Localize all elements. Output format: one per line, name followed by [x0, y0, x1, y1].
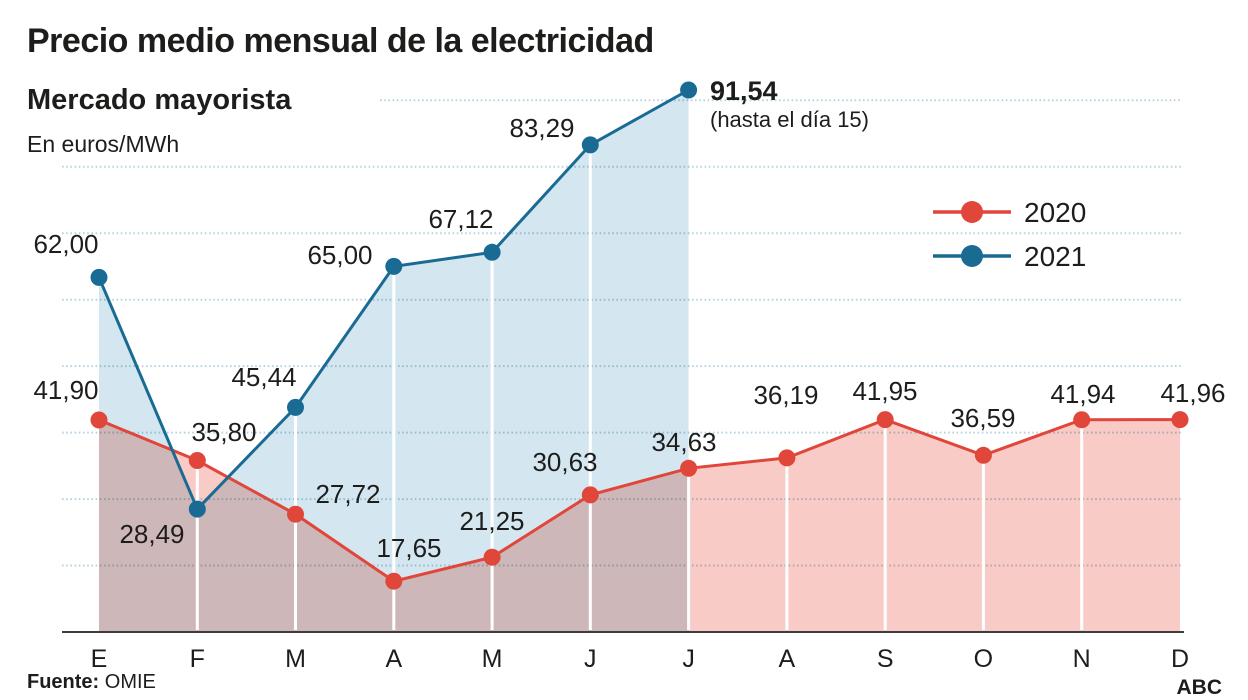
value-label-2020: 35,80	[191, 417, 256, 447]
value-label-2021: 28,49	[119, 519, 184, 549]
line-2020	[98, 417, 1181, 583]
value-label-2020: 41,96	[1160, 378, 1225, 408]
month-label: E	[91, 645, 108, 673]
peak-note: (hasta el día 15)	[710, 107, 869, 132]
point-2020	[483, 548, 501, 566]
point-2021	[581, 136, 599, 154]
value-label-2020: 17,65	[376, 533, 441, 563]
month-label: A	[385, 645, 402, 673]
source-note: Fuente: OMIE	[27, 671, 156, 694]
month-label: J	[682, 645, 695, 673]
value-label-2020: 21,25	[459, 506, 524, 536]
point-2020	[974, 446, 992, 464]
legend-label-2020: 2020	[1024, 197, 1086, 228]
value-label-2020: 41,94	[1050, 379, 1115, 409]
point-2020	[1171, 411, 1189, 429]
point-2020	[778, 449, 796, 467]
value-label-2020: 41,95	[852, 376, 917, 406]
brand-logo: ABC	[1176, 676, 1223, 699]
area-2020	[99, 419, 1180, 631]
value-label-2021: 83,29	[509, 113, 574, 143]
point-2021	[287, 398, 304, 416]
value-label-2021: 45,44	[231, 362, 296, 392]
value-label-2020: 27,72	[315, 479, 380, 509]
point-2020	[188, 452, 206, 469]
peak-value-label: 91,54	[710, 76, 778, 106]
point-2020	[876, 411, 894, 429]
source-value: OMIE	[104, 671, 156, 693]
value-label-2020: 30,63	[532, 447, 597, 477]
month-label: M	[482, 645, 503, 673]
point-2021	[385, 257, 403, 275]
month-label: N	[1073, 645, 1091, 673]
point-2021	[680, 81, 698, 99]
value-label-2020: 41,90	[33, 375, 98, 405]
point-2020	[90, 411, 108, 429]
month-label: S	[877, 645, 894, 673]
legend-dot-2020	[961, 201, 983, 223]
point-2020	[1073, 411, 1091, 429]
month-label: M	[285, 645, 306, 673]
chart-subtitle: Mercado mayorista	[27, 84, 292, 116]
value-label-2020: 36,59	[950, 403, 1015, 433]
point-2020	[680, 459, 698, 477]
month-label: J	[584, 645, 597, 673]
value-label-2021: 62,00	[33, 229, 98, 259]
value-label-2021: 67,12	[428, 204, 493, 234]
month-label: F	[190, 645, 205, 673]
point-2020	[287, 505, 304, 523]
page-title: Precio medio mensual de la electricidad	[27, 22, 654, 60]
point-2021	[90, 268, 108, 286]
month-label: A	[779, 645, 796, 673]
point-2020	[581, 486, 599, 504]
value-label-2021: 65,00	[307, 240, 372, 270]
month-label: O	[974, 645, 993, 673]
month-label: D	[1171, 645, 1189, 673]
legend-label-2021: 2021	[1024, 241, 1086, 272]
legend-dot-2021	[961, 245, 983, 267]
source-label: Fuente:	[27, 671, 100, 693]
point-2021	[188, 500, 206, 518]
point-2020	[385, 572, 403, 590]
unit-label: En euros/MWh	[27, 131, 180, 157]
value-label-2020: 34,63	[651, 427, 716, 457]
point-2021	[483, 243, 501, 261]
value-label-2020: 36,19	[753, 380, 818, 410]
